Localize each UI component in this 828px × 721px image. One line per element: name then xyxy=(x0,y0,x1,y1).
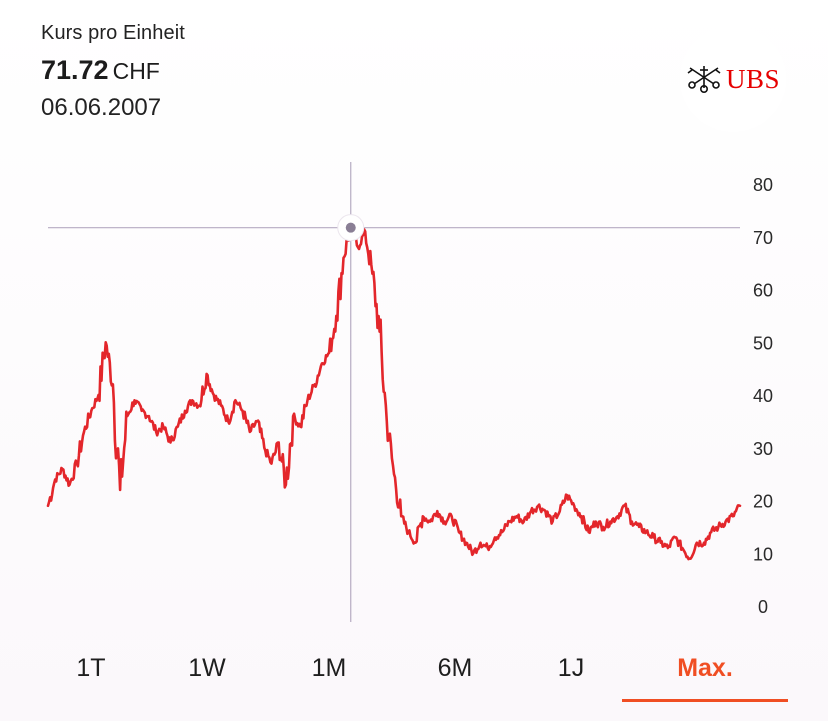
tab-1m[interactable]: 1M xyxy=(311,654,347,682)
y-tick-label: 50 xyxy=(753,333,773,353)
tab-1w[interactable]: 1W xyxy=(188,654,226,682)
y-tick-label: 40 xyxy=(753,386,773,406)
y-tick-label: 60 xyxy=(753,281,773,301)
y-tick-label: 70 xyxy=(753,228,773,248)
price-value: 71.72 CHF xyxy=(41,55,185,86)
timeframe-tabs: 1T 1W 1M 6M 1J Max. xyxy=(0,648,828,688)
y-tick-label: 0 xyxy=(758,597,768,617)
price-number: 71.72 xyxy=(41,55,109,85)
price-label: Kurs pro Einheit xyxy=(41,22,185,44)
crosshair-marker-center xyxy=(345,222,356,233)
tab-1j[interactable]: 1J xyxy=(557,654,585,682)
y-tick-label: 20 xyxy=(753,492,773,512)
y-tick-label: 10 xyxy=(753,544,773,564)
three-keys-icon xyxy=(687,66,721,93)
tab-max[interactable]: Max. xyxy=(677,654,733,682)
price-currency: CHF xyxy=(112,58,160,84)
price-chart[interactable]: 80 70 60 50 40 30 20 10 0 xyxy=(0,0,828,640)
brand-wordmark: UBS xyxy=(725,63,781,94)
price-date: 06.06.2007 xyxy=(41,94,162,121)
active-tab-indicator xyxy=(622,699,788,702)
price-header: Kurs pro Einheit 71.72 CHF 06.06.2007 xyxy=(41,22,185,122)
price-series-line xyxy=(46,223,742,561)
tab-6m[interactable]: 6M xyxy=(437,654,473,682)
y-tick-label: 80 xyxy=(753,175,773,195)
brand-logo: UBS xyxy=(680,26,786,132)
tab-1t[interactable]: 1T xyxy=(76,654,106,682)
y-tick-label: 30 xyxy=(753,439,773,459)
y-axis: 80 70 60 50 40 30 20 10 0 xyxy=(753,175,773,617)
